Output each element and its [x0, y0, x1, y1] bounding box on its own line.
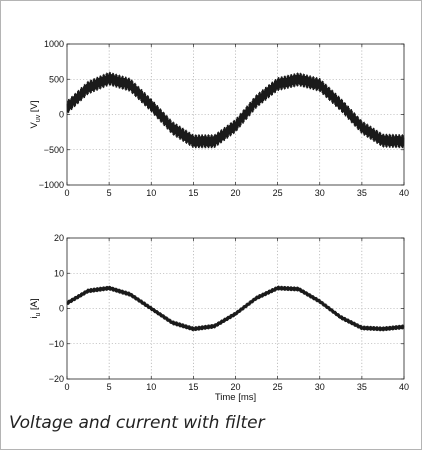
- voltage-y-axis-label: Vuv [V]: [29, 100, 42, 128]
- voltage-y-tick-label-1: −500: [44, 145, 64, 155]
- current-y-axis-label: iu [A]: [29, 298, 42, 318]
- current-x-tick-label-5: 25: [273, 382, 283, 392]
- voltage-y-tick-label-4: 1000: [44, 39, 64, 49]
- voltage-y-axis-symbol: V: [29, 122, 40, 129]
- current-y-tick-label-0: −20: [49, 374, 64, 384]
- voltage-y-axis-subscript: uv: [35, 114, 42, 122]
- current-x-tick-label-3: 15: [188, 382, 198, 392]
- current-plot: 0 5 10 15 20 25 30 35 40 −20 −10 0 10 20 iu [A] Time [m…: [29, 233, 409, 403]
- current-y-tick-label-1: −10: [49, 339, 64, 349]
- voltage-x-tick-label-3: 15: [188, 188, 198, 198]
- voltage-x-tick-label-7: 35: [357, 188, 367, 198]
- current-y-axis-unit: [A]: [29, 298, 40, 312]
- current-series-line: [66, 285, 405, 332]
- current-y-tick-label-4: 20: [54, 233, 64, 243]
- current-x-axis-label: Time [ms]: [215, 392, 256, 403]
- voltage-y-tick-label-2: 0: [59, 110, 64, 120]
- current-x-tick-label-4: 20: [230, 382, 240, 392]
- current-x-tick-label-1: 5: [107, 382, 112, 392]
- voltage-x-tick-label-6: 30: [315, 188, 325, 198]
- voltage-y-tick-label-0: −1000: [39, 180, 64, 190]
- voltage-x-tick-label-4: 20: [230, 188, 240, 198]
- voltage-x-tick-label-0: 0: [64, 188, 69, 198]
- current-y-axis-subscript: u: [35, 313, 42, 317]
- voltage-x-tick-label-8: 40: [399, 188, 409, 198]
- current-x-tick-label-0: 0: [64, 382, 69, 392]
- voltage-y-tick-label-3: 500: [49, 74, 64, 84]
- current-y-tick-label-2: 0: [59, 304, 64, 314]
- voltage-plot: 0 5 10 15 20 25 30 35 40 −1000 −500 0 500 1000 Vuv [V]: [29, 39, 409, 198]
- voltage-x-tick-label-1: 5: [107, 188, 112, 198]
- current-x-tick-label-2: 10: [146, 382, 156, 392]
- voltage-series-line: [66, 71, 405, 149]
- current-y-axis-symbol: i: [29, 317, 40, 319]
- voltage-y-axis-unit: [V]: [29, 100, 40, 114]
- voltage-x-tick-label-2: 10: [146, 188, 156, 198]
- current-x-tick-label-8: 40: [399, 382, 409, 392]
- figure-caption: Voltage and current with filter: [9, 413, 265, 433]
- current-y-tick-label-3: 10: [54, 268, 64, 278]
- voltage-x-tick-label-5: 25: [273, 188, 283, 198]
- current-x-tick-label-7: 35: [357, 382, 367, 392]
- current-x-tick-label-6: 30: [315, 382, 325, 392]
